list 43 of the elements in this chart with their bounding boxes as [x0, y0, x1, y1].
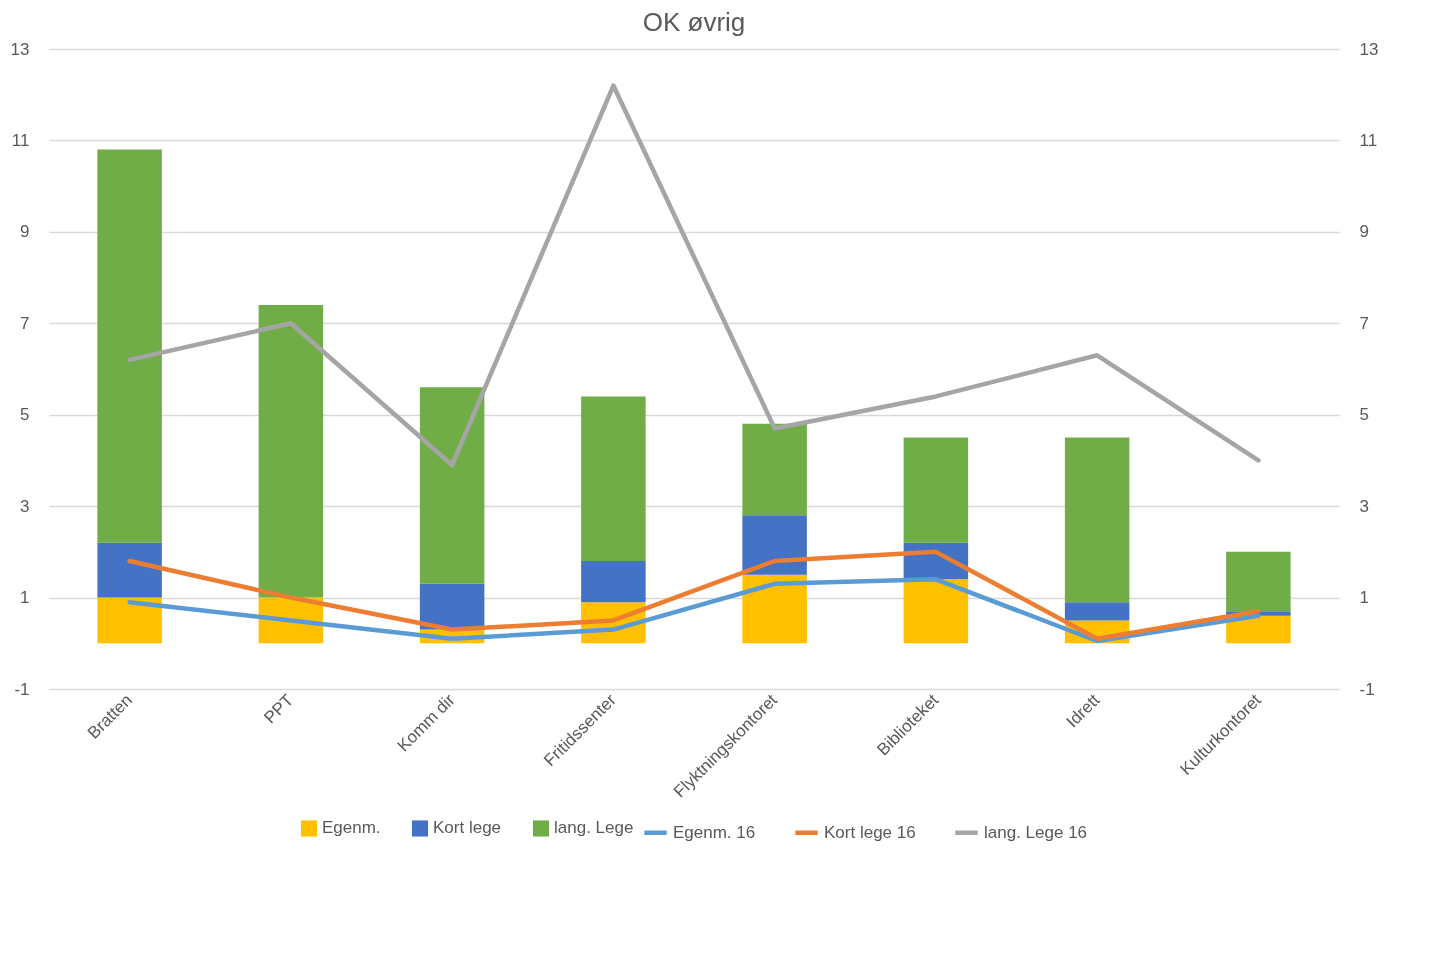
- y-tick-label: 1: [20, 588, 30, 608]
- bar: [258, 305, 324, 598]
- bar: [1064, 437, 1130, 603]
- legend-label: Egenm.: [322, 818, 381, 838]
- y-tick-label: 9: [20, 222, 30, 242]
- y-tick-label: 3: [20, 496, 30, 516]
- bar: [742, 574, 807, 644]
- bar: [1226, 615, 1291, 644]
- legend-label: Kort lege: [433, 818, 502, 838]
- y2-tick-label: 3: [1359, 496, 1369, 516]
- legend-label: lang. Lege 16: [984, 822, 1088, 842]
- y2-tick-label: -1: [1359, 679, 1375, 699]
- bar: [419, 387, 485, 584]
- bar: [903, 437, 969, 543]
- bar: [1226, 551, 1291, 612]
- bar: [97, 597, 162, 644]
- line-series: [127, 577, 1261, 644]
- legend-label: Kort lege 16: [824, 822, 916, 842]
- bar: [903, 579, 969, 644]
- bar: [581, 396, 646, 561]
- bar: [1064, 602, 1130, 621]
- y2-tick-label: 13: [1359, 39, 1379, 59]
- bar: [742, 423, 807, 516]
- bar: [742, 515, 807, 575]
- bar: [581, 561, 646, 603]
- legend-label: lang. Lege: [554, 818, 634, 838]
- line-series: [127, 83, 1261, 468]
- bar: [419, 583, 485, 630]
- bar: [97, 542, 162, 598]
- y-tick-label: 11: [11, 130, 30, 150]
- chart-title: OK øvrig: [642, 7, 746, 37]
- y2-tick-label: 9: [1359, 222, 1369, 242]
- y-tick-label: 5: [20, 405, 30, 425]
- y2-tick-label: 1: [1359, 588, 1369, 608]
- legend-label: Egenm. 16: [673, 822, 756, 842]
- y-tick-label: 7: [20, 313, 30, 333]
- y2-tick-label: 7: [1359, 313, 1369, 333]
- line-series: [127, 549, 1261, 641]
- y2-tick-label: 11: [1359, 130, 1378, 150]
- y-tick-label: 13: [10, 39, 30, 59]
- y-tick-label: -1: [14, 679, 30, 699]
- bar: [97, 149, 162, 543]
- y2-tick-label: 5: [1359, 405, 1369, 425]
